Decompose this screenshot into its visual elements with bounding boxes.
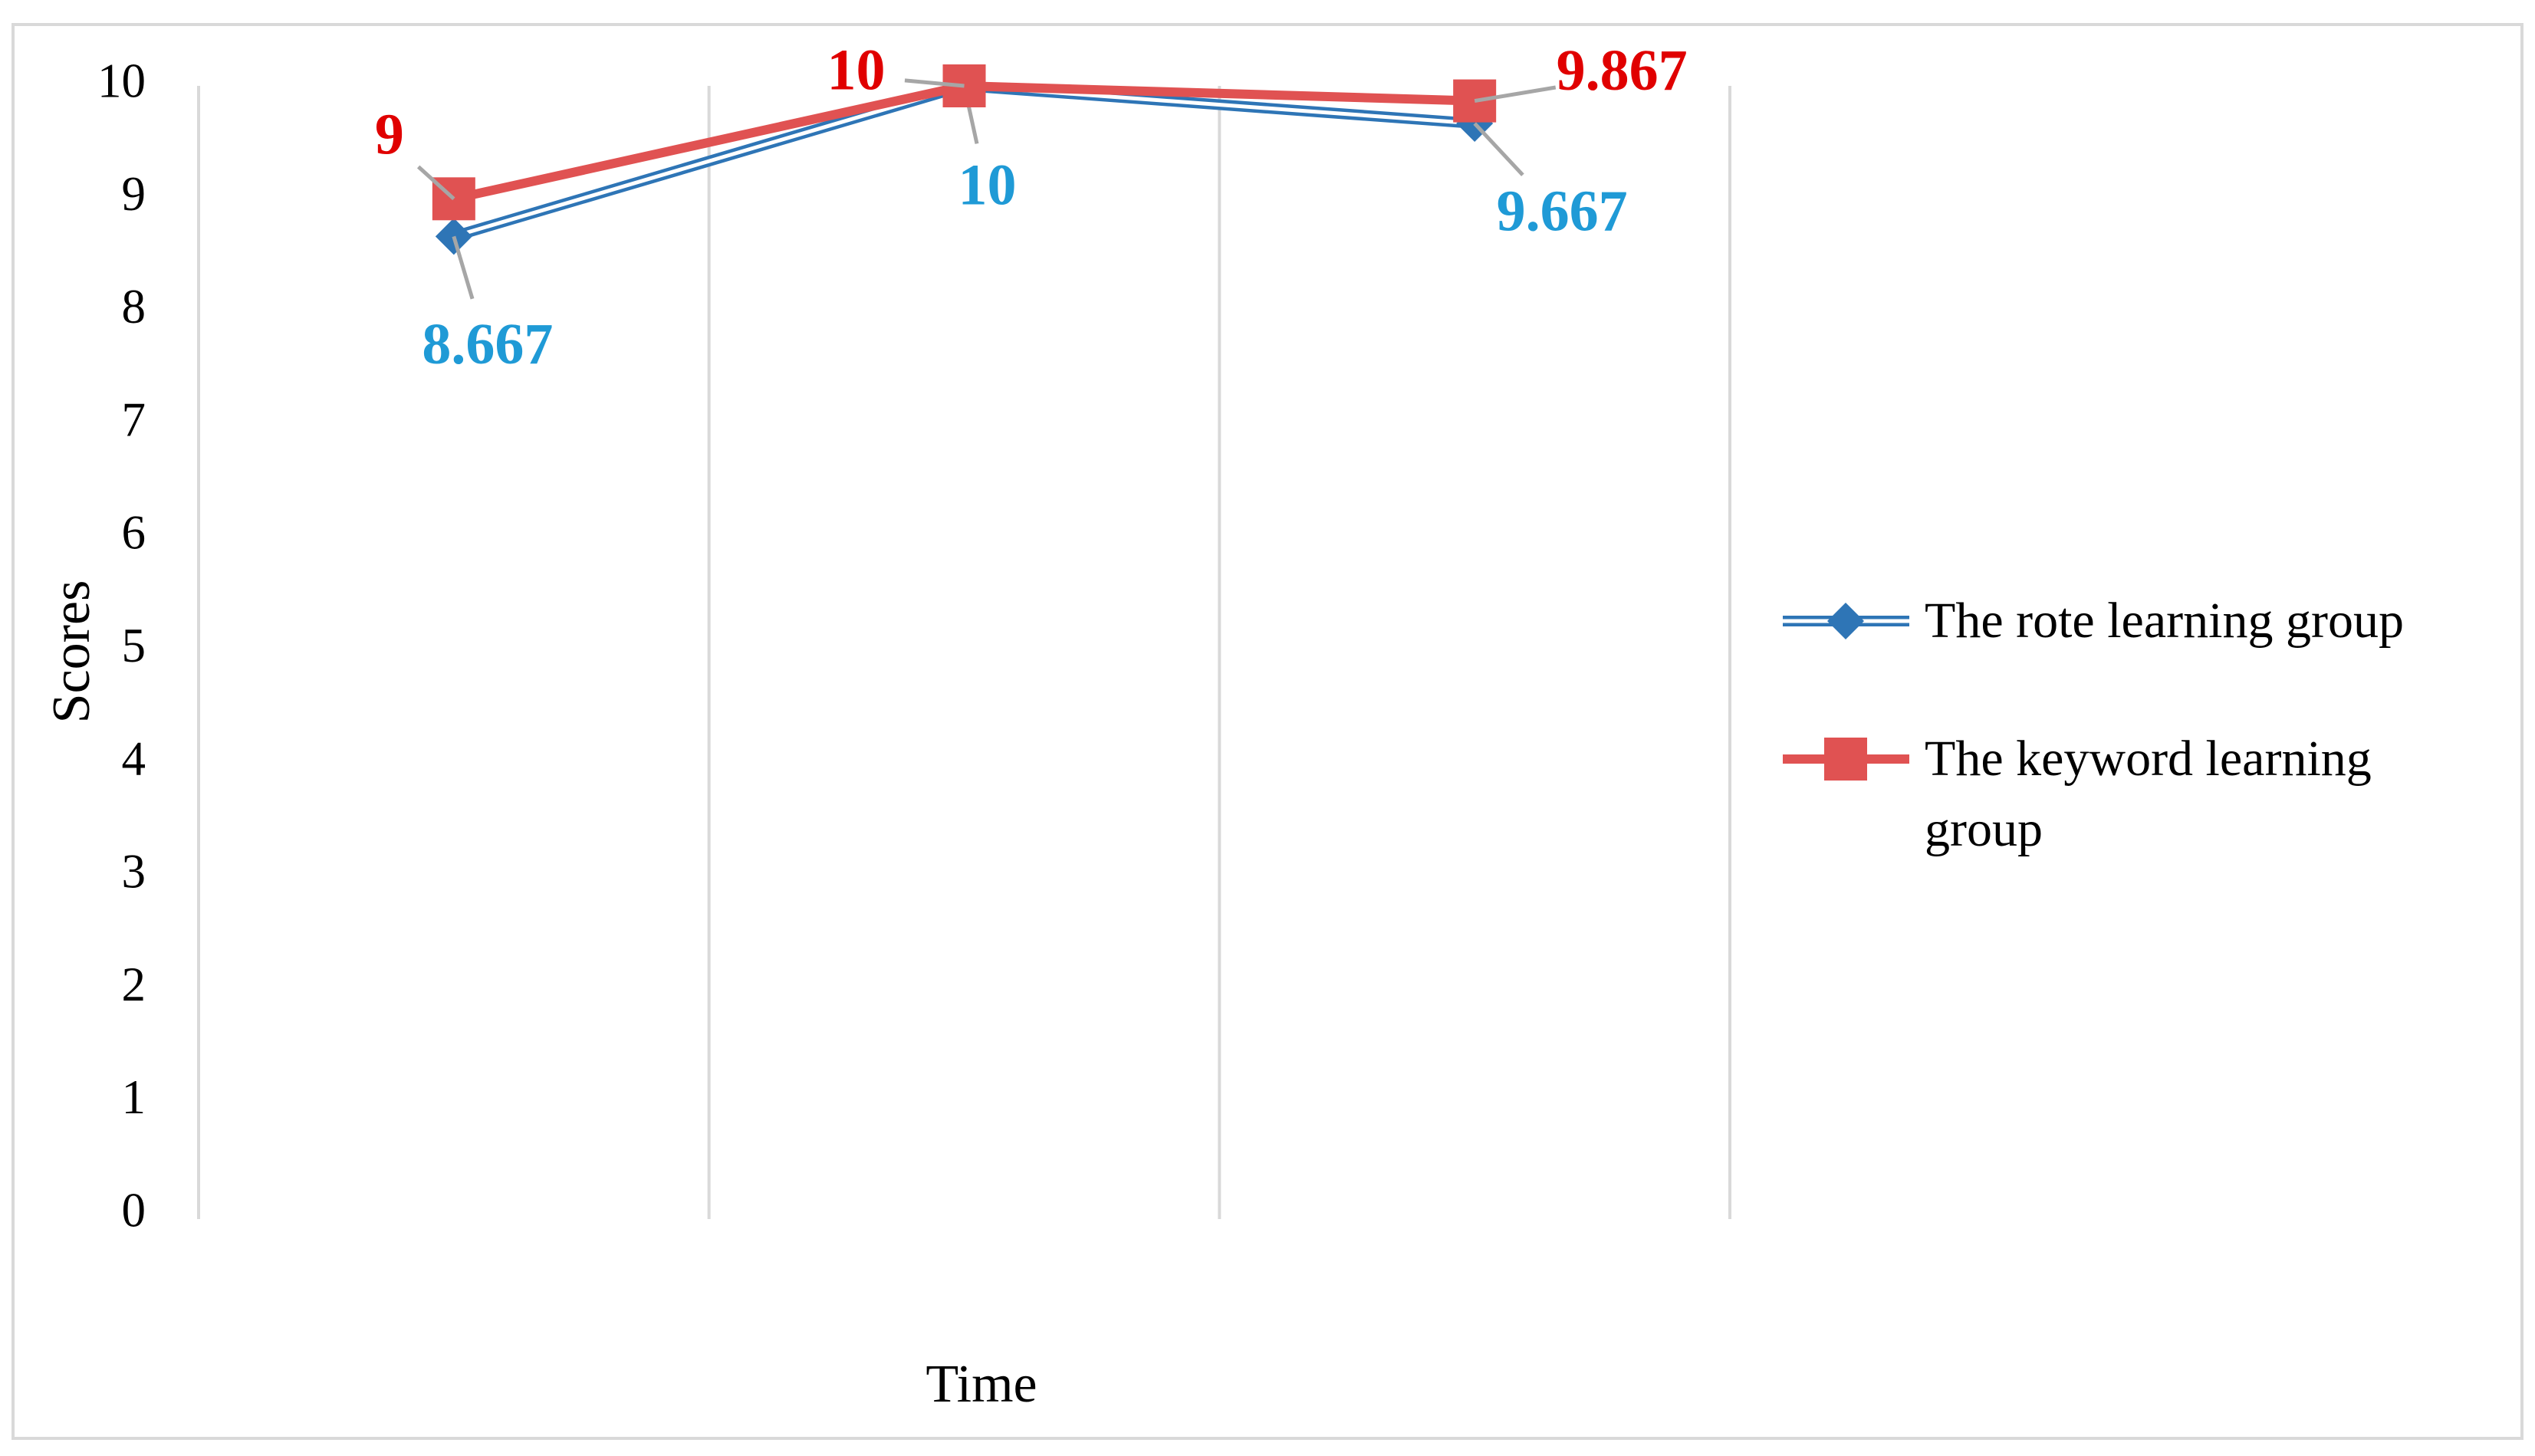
data-label: 10: [827, 38, 886, 102]
y-tick-label: 5: [122, 619, 146, 672]
x-axis-title: Time: [926, 1355, 1037, 1414]
data-label: 9: [375, 103, 404, 167]
leader-line: [452, 235, 475, 300]
data-label: 9.867: [1557, 38, 1688, 103]
y-tick-label: 8: [122, 280, 146, 334]
legend-marker: [1824, 738, 1867, 781]
leader-line: [904, 78, 965, 88]
leader-line: [416, 165, 455, 201]
y-tick-label: 10: [97, 54, 146, 107]
y-tick-label: 6: [122, 506, 146, 560]
y-tick-label: 2: [122, 958, 146, 1011]
y-tick-label: 9: [122, 167, 146, 221]
y-tick-label: 4: [122, 731, 146, 785]
y-axis-title: Scores: [42, 580, 101, 724]
leader-line: [1473, 122, 1524, 176]
legend-label: The keyword learning group: [1925, 731, 2372, 857]
legend-marker: [1827, 603, 1864, 639]
y-tick-label: 1: [122, 1070, 146, 1124]
data-label: 10: [958, 153, 1017, 217]
data-label: 9.667: [1497, 179, 1628, 243]
y-tick-label: 7: [122, 393, 146, 446]
chart-border: [12, 23, 2523, 1440]
y-tick-label: 3: [122, 845, 146, 899]
leader-line: [1474, 85, 1557, 104]
legend-label: The rote learning group: [1925, 593, 2404, 649]
y-tick-label: 0: [122, 1183, 146, 1237]
data-label: 8.667: [422, 312, 553, 376]
